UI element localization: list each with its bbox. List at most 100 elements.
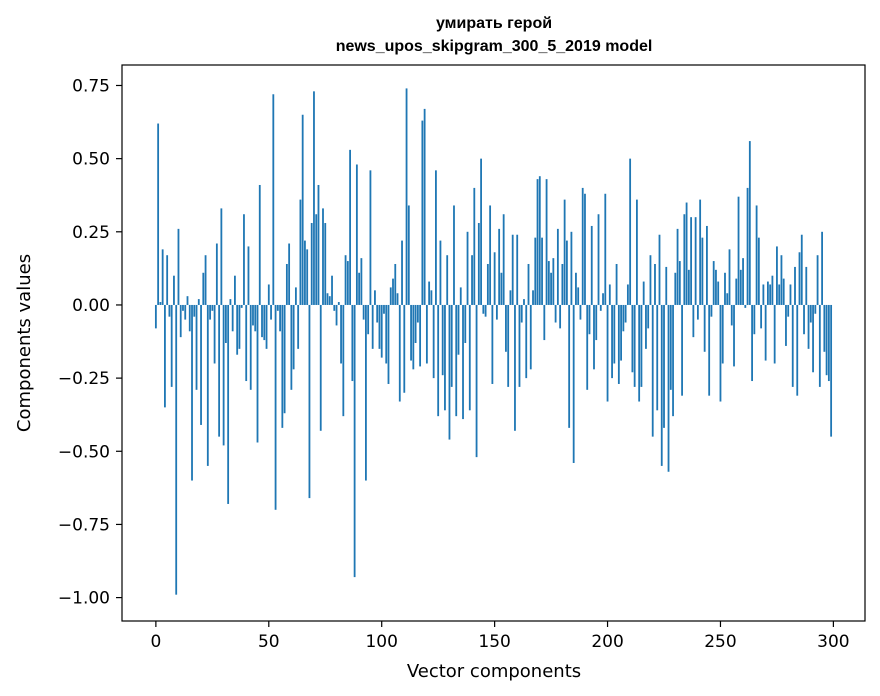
bar-65 (301, 114, 304, 305)
bar-62 (294, 287, 297, 305)
bar-247 (712, 261, 715, 305)
bar-252 (724, 272, 726, 305)
bar-183 (568, 304, 571, 428)
bar-162 (520, 304, 523, 323)
bar-73 (319, 304, 322, 431)
bar-168 (534, 237, 537, 305)
bar-206 (620, 304, 622, 361)
bar-178 (556, 228, 559, 305)
bar-268 (760, 304, 763, 329)
bar-248 (715, 269, 717, 305)
bar-172 (543, 304, 546, 341)
bar-228 (669, 304, 672, 390)
bar-59 (288, 243, 291, 305)
bar-154 (502, 214, 505, 305)
bar-213 (636, 199, 638, 305)
bar-68 (308, 304, 311, 499)
bar-70 (313, 91, 315, 305)
bar-266 (755, 205, 758, 305)
bar-278 (782, 278, 785, 305)
bar-5 (166, 255, 169, 305)
x-axis: 0 50 100 150 200 250 300 (150, 621, 850, 652)
bar-88 (353, 304, 356, 578)
bar-54 (276, 304, 279, 311)
bar-295 (821, 231, 823, 305)
bar-108 (398, 304, 401, 402)
bar-118 (421, 120, 424, 305)
bar-50 (267, 284, 270, 305)
bar-296 (823, 304, 826, 352)
y-tick-label: 0.00 (72, 296, 110, 316)
bar-283 (794, 266, 796, 305)
bar-187 (577, 287, 580, 305)
bar-109 (401, 240, 403, 305)
bar-289 (807, 304, 810, 349)
bar-277 (780, 255, 783, 305)
bar-37 (238, 304, 241, 349)
bar-259 (739, 269, 742, 305)
bar-272 (769, 284, 772, 305)
bar-261 (744, 304, 747, 308)
bar-196 (597, 214, 600, 305)
bar-32 (227, 304, 230, 504)
bar-244 (706, 225, 708, 305)
x-tick-label: 100 (365, 632, 397, 652)
bar-282 (791, 304, 794, 387)
bar-94 (367, 304, 370, 335)
bar-161 (518, 304, 521, 387)
bar-107 (396, 293, 399, 305)
bar-148 (489, 205, 492, 305)
bar-220 (651, 304, 654, 437)
bar-120 (425, 304, 428, 364)
bar-197 (599, 304, 602, 311)
bar-64 (299, 199, 302, 305)
bar-48 (263, 304, 266, 341)
bar-128 (444, 304, 446, 411)
bar-160 (516, 234, 519, 305)
bar-203 (613, 304, 616, 364)
bar-139 (468, 304, 471, 411)
bar-7 (170, 304, 173, 387)
bar-71 (315, 214, 318, 305)
bar-240 (696, 304, 699, 320)
bar-150 (493, 252, 496, 305)
bar-23 (206, 304, 209, 466)
bar-133 (455, 304, 458, 417)
bar-286 (800, 234, 803, 305)
bar-179 (559, 304, 562, 329)
bar-243 (703, 304, 706, 352)
bar-227 (667, 304, 670, 472)
bar-78 (331, 275, 333, 305)
bar-18 (195, 304, 198, 390)
bar-6 (168, 304, 171, 317)
bar-271 (766, 281, 769, 305)
bar-72 (317, 184, 320, 305)
bar-89 (355, 164, 358, 305)
bar-2 (159, 302, 162, 305)
bar-110 (403, 304, 406, 393)
bar-80 (335, 304, 338, 326)
bar-96 (371, 304, 374, 349)
x-tick-label: 150 (478, 632, 510, 652)
bar-192 (588, 304, 591, 335)
bar-215 (640, 304, 643, 387)
bar-275 (776, 246, 778, 305)
bar-124 (435, 170, 437, 305)
bar-254 (728, 249, 731, 305)
bar-230 (674, 272, 677, 305)
bar-269 (762, 284, 765, 305)
bar-156 (507, 304, 510, 387)
bar-29 (220, 208, 223, 305)
bar-181 (563, 199, 566, 305)
bar-104 (389, 287, 392, 305)
bar-152 (498, 228, 501, 305)
bar-214 (638, 304, 641, 402)
bar-186 (575, 272, 577, 305)
bar-30 (222, 304, 225, 446)
bar-66 (304, 240, 306, 305)
bar-280 (787, 304, 790, 317)
bar-129 (446, 255, 449, 305)
bar-232 (678, 261, 681, 305)
bar-34 (231, 304, 234, 332)
bar-142 (475, 304, 478, 458)
